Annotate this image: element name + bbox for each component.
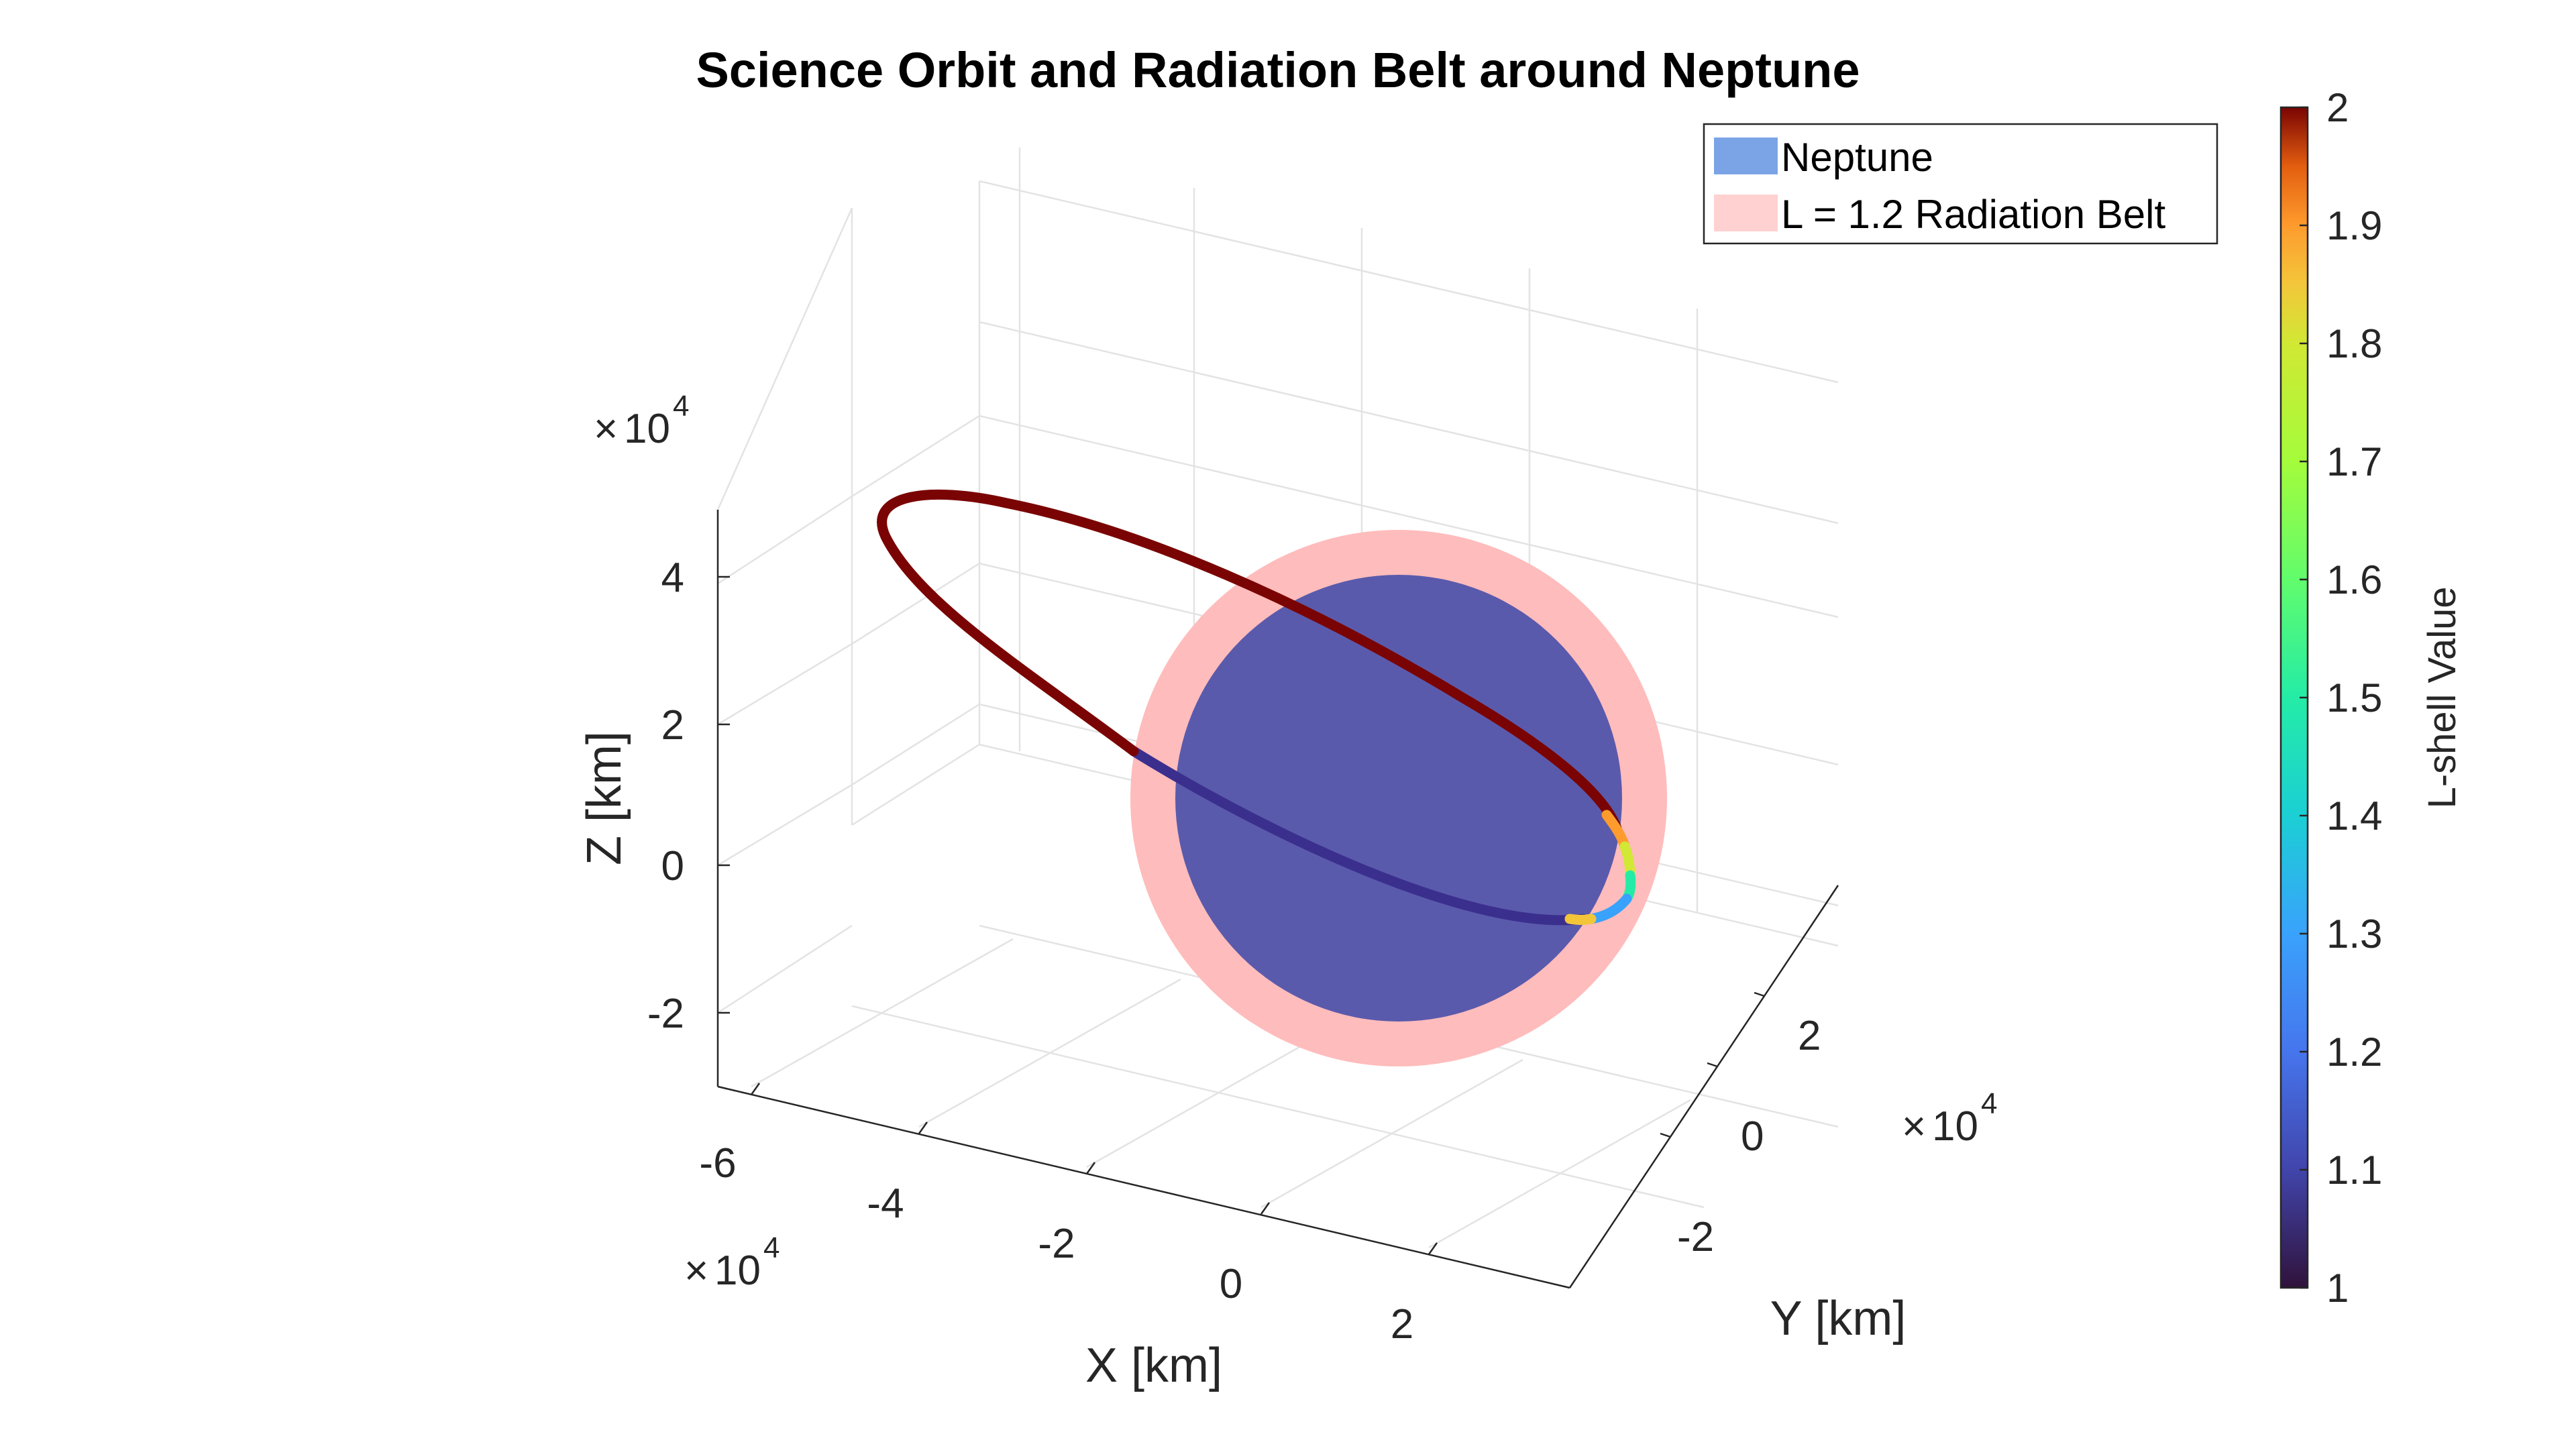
colorbar-tick-label: 1.2 bbox=[2326, 1030, 2382, 1075]
x-tick-mark bbox=[1085, 1162, 1096, 1174]
colorbar-tick-label: 1.6 bbox=[2326, 557, 2382, 602]
axes bbox=[716, 510, 1839, 1289]
x-tick-mark bbox=[750, 1083, 761, 1095]
y-axis-line bbox=[1568, 885, 1839, 1288]
colorbar-tick-label: 1.5 bbox=[2326, 675, 2382, 720]
z-exponent: × 10 4 bbox=[594, 390, 689, 452]
y-axis-label: Y [km] bbox=[1770, 1292, 1907, 1345]
z-exponent-prefix: × bbox=[594, 406, 618, 452]
y-tick-label: -2 bbox=[1677, 1214, 1714, 1260]
z-tick-label: 4 bbox=[661, 555, 684, 601]
x-tick-mark bbox=[1428, 1242, 1438, 1255]
colorbar-tick-label: 1 bbox=[2326, 1266, 2349, 1311]
colorbar-tick-label: 1.7 bbox=[2326, 439, 2382, 484]
x-tick-mark bbox=[1260, 1202, 1271, 1215]
x-exponent: × 10 4 bbox=[684, 1231, 780, 1294]
y-tick-mark bbox=[1754, 991, 1765, 997]
colorbar-tick-label: 1.1 bbox=[2326, 1148, 2382, 1193]
y-tick-label: 0 bbox=[1741, 1113, 1764, 1160]
colorbar-ticks: 1 1.1 1.2 1.3 1.4 1.5 1.6 1.7 1.8 1.9 2 bbox=[2300, 85, 2382, 1311]
y-exponent: × 10 4 bbox=[1902, 1087, 1997, 1150]
neptune-sphere bbox=[1175, 575, 1622, 1022]
x-tick-label: 0 bbox=[1220, 1261, 1242, 1307]
colorbar: 1 1.1 1.2 1.3 1.4 1.5 1.6 1.7 1.8 1.9 2 L-shell Va… bbox=[2279, 85, 2464, 1311]
colorbar-tick-label: 1.3 bbox=[2326, 912, 2382, 956]
orbit-front-segment bbox=[1128, 746, 1589, 926]
x-tick-label: -4 bbox=[867, 1180, 904, 1227]
y-exponent-power: 4 bbox=[1981, 1087, 1997, 1120]
y-tick-mark bbox=[1707, 1062, 1718, 1068]
legend-box bbox=[1703, 123, 2218, 245]
colorbar-tick-label: 1.9 bbox=[2326, 203, 2382, 248]
z-tick-label: 2 bbox=[661, 702, 684, 749]
z-exponent-base: 10 bbox=[624, 406, 670, 452]
chart-title: Science Orbit and Radiation Belt around … bbox=[696, 42, 1860, 98]
x-tick-label: -6 bbox=[699, 1140, 736, 1187]
x-axis-line bbox=[717, 1085, 1570, 1289]
x-axis-label: X [km] bbox=[1085, 1339, 1222, 1392]
x-exponent-power: 4 bbox=[763, 1231, 780, 1264]
z-tick-label: -2 bbox=[647, 991, 684, 1037]
z-tick-label: 0 bbox=[661, 843, 684, 889]
y-exponent-base: 10 bbox=[1932, 1103, 1978, 1150]
grid-x-lines-back-wall bbox=[1018, 148, 1699, 912]
z-exponent-power: 4 bbox=[673, 390, 689, 423]
colorbar-label: L-shell Value bbox=[2420, 586, 2464, 808]
x-exponent-prefix: × bbox=[684, 1248, 708, 1294]
y-tick-label: 2 bbox=[1798, 1013, 1821, 1059]
y-tick-mark bbox=[1660, 1132, 1671, 1138]
orbit-low-lshell-yellow-tail bbox=[1564, 914, 1597, 925]
z-axis-ticks: -2 0 2 4 bbox=[647, 555, 730, 1037]
colorbar-tick-label: 1.8 bbox=[2326, 321, 2382, 366]
x-tick-mark bbox=[918, 1121, 928, 1134]
y-axis-ticks: -2 0 2 bbox=[1660, 991, 1821, 1260]
x-tick-label: 2 bbox=[1391, 1301, 1413, 1347]
colorbar-tick-label: 2 bbox=[2326, 85, 2349, 130]
legend-label-neptune: Neptune bbox=[1781, 135, 1933, 180]
legend-swatch-neptune bbox=[1714, 137, 1778, 174]
orbit-main-segment bbox=[877, 489, 1622, 834]
x-exponent-base: 10 bbox=[714, 1248, 761, 1294]
x-tick-label: -2 bbox=[1038, 1221, 1075, 1267]
legend-swatch-radiation-belt bbox=[1714, 195, 1778, 231]
grid-z-lines-left-wall bbox=[717, 415, 980, 1014]
colorbar-tick-label: 1.4 bbox=[2326, 793, 2382, 838]
legend-label-radiation-belt: L = 1.2 Radiation Belt bbox=[1781, 192, 2165, 237]
legend: Neptune L = 1.2 Radiation Belt bbox=[1703, 123, 2218, 245]
orbit-track bbox=[877, 489, 1636, 926]
y-exponent-prefix: × bbox=[1902, 1103, 1926, 1150]
z-axis-label: Z [km] bbox=[578, 731, 631, 865]
x-axis-ticks: -6 -4 -2 0 2 bbox=[699, 1083, 1438, 1347]
